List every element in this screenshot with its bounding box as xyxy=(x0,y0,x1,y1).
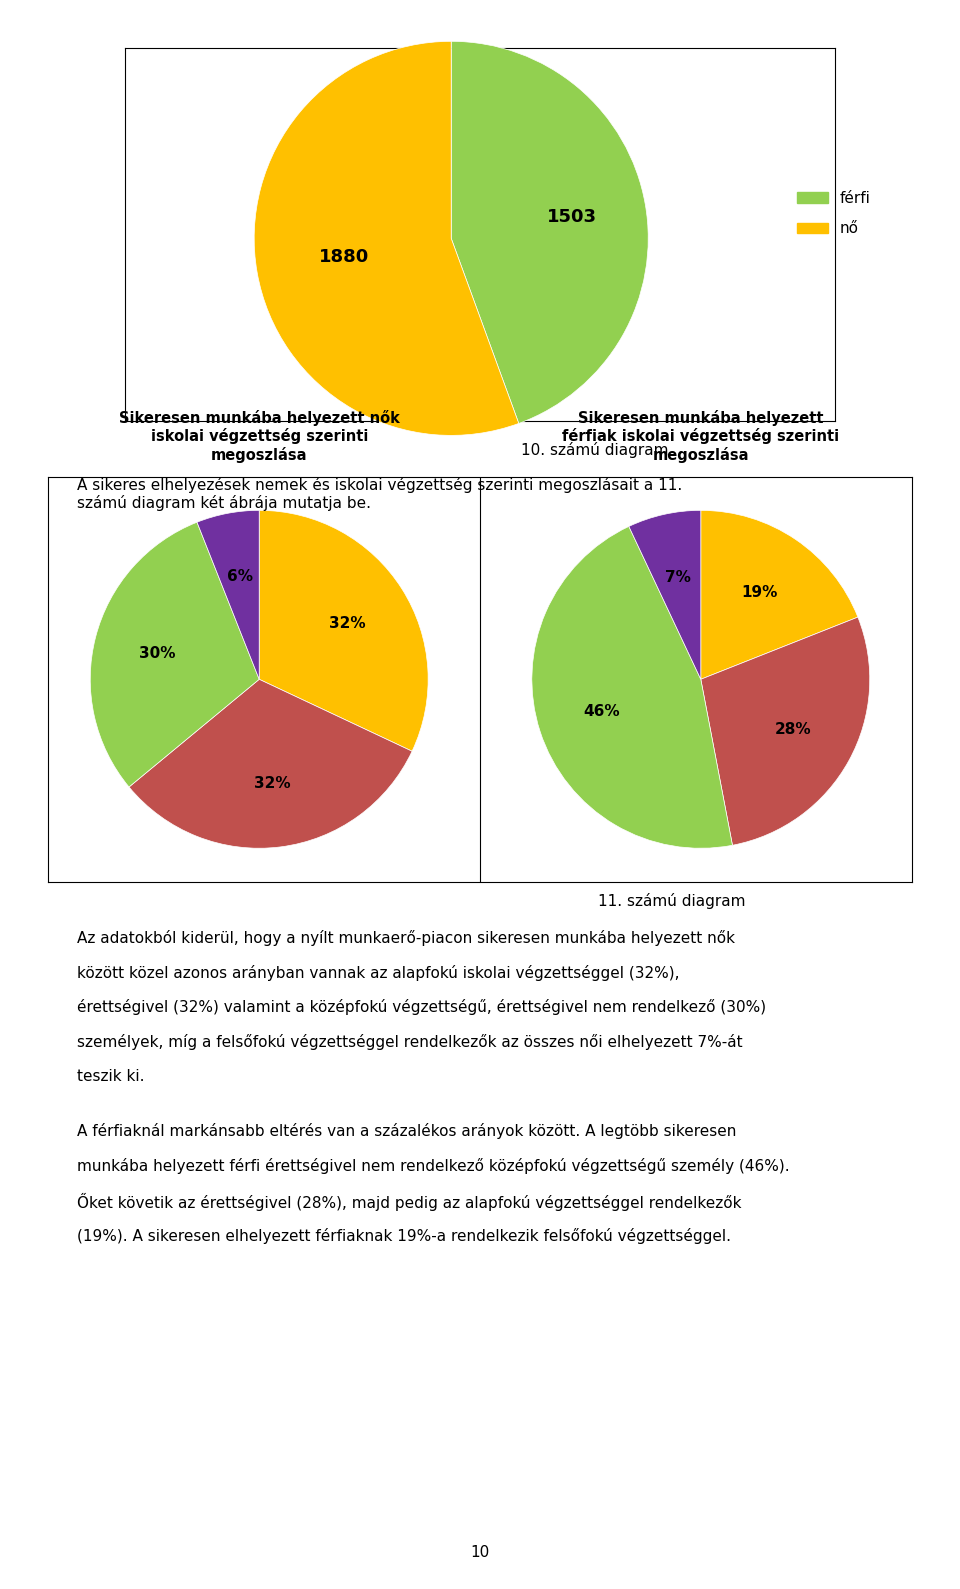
Wedge shape xyxy=(451,41,648,423)
Wedge shape xyxy=(254,41,518,435)
Text: 10: 10 xyxy=(470,1546,490,1560)
Text: 1503: 1503 xyxy=(546,208,596,226)
Wedge shape xyxy=(629,510,701,679)
Text: A sikeres elhelyezések nemek és iskolai végzettség szerinti megoszlásait a 11.
s: A sikeres elhelyezések nemek és iskolai … xyxy=(77,477,682,512)
Text: között közel azonos arányban vannak az alapfokú iskolai végzettséggel (32%),: között közel azonos arányban vannak az a… xyxy=(77,965,680,980)
Text: 28%: 28% xyxy=(775,723,811,737)
Text: 32%: 32% xyxy=(329,615,366,631)
Text: munkába helyezett férfi érettségivel nem rendelkező középfokú végzettségű személ: munkába helyezett férfi érettségivel nem… xyxy=(77,1158,789,1174)
Text: A férfiaknál markánsabb eltérés van a százalékos arányok között. A legtöbb siker: A férfiaknál markánsabb eltérés van a sz… xyxy=(77,1123,736,1139)
Text: érettségivel (32%) valamint a középfokú végzettségű, érettségivel nem rendelkező: érettségivel (32%) valamint a középfokú … xyxy=(77,999,766,1015)
Title: Sikeresen munkába helyezett nők
iskolai végzettség szerinti
megoszlása: Sikeresen munkába helyezett nők iskolai … xyxy=(119,410,399,462)
Text: (19%). A sikeresen elhelyezett férfiaknak 19%-a rendelkezik felsőfokú végzettség: (19%). A sikeresen elhelyezett férfiakna… xyxy=(77,1228,731,1244)
Text: 30%: 30% xyxy=(139,645,176,661)
Text: 46%: 46% xyxy=(583,704,619,720)
Wedge shape xyxy=(90,523,259,787)
Text: 10. számú diagram: 10. számú diagram xyxy=(521,442,669,458)
Legend: Alapfokú, Érettségi, Középfokú-
érettségi
nélkül, Felsőfokú: Alapfokú, Érettségi, Középfokú- érettség… xyxy=(596,617,717,742)
Legend: férfi, nő: férfi, nő xyxy=(791,184,877,243)
Text: teszik ki.: teszik ki. xyxy=(77,1069,144,1084)
Text: személyek, míg a felsőfokú végzettséggel rendelkezők az összes női elhelyezett 7: személyek, míg a felsőfokú végzettséggel… xyxy=(77,1034,742,1050)
Text: 32%: 32% xyxy=(254,775,291,791)
Text: Az adatokból kiderül, hogy a nyílt munkaerő-piacon sikeresen munkába helyezett n: Az adatokból kiderül, hogy a nyílt munka… xyxy=(77,930,734,945)
Wedge shape xyxy=(532,526,732,849)
Text: 19%: 19% xyxy=(741,585,778,601)
Text: 11. számú diagram: 11. számú diagram xyxy=(598,893,746,909)
Text: 6%: 6% xyxy=(227,569,252,583)
Text: 7%: 7% xyxy=(665,569,691,585)
Text: Őket követik az érettségivel (28%), majd pedig az alapfokú végzettséggel rendelk: Őket követik az érettségivel (28%), majd… xyxy=(77,1193,741,1211)
Wedge shape xyxy=(197,510,259,679)
Wedge shape xyxy=(701,617,870,845)
Wedge shape xyxy=(701,510,858,679)
Wedge shape xyxy=(129,679,412,849)
Wedge shape xyxy=(259,510,428,752)
Title: Sikeresen munkába helyezett
férfiak iskolai végzettség szerinti
megoszlása: Sikeresen munkába helyezett férfiak isko… xyxy=(563,410,839,462)
Text: 1880: 1880 xyxy=(320,248,370,267)
